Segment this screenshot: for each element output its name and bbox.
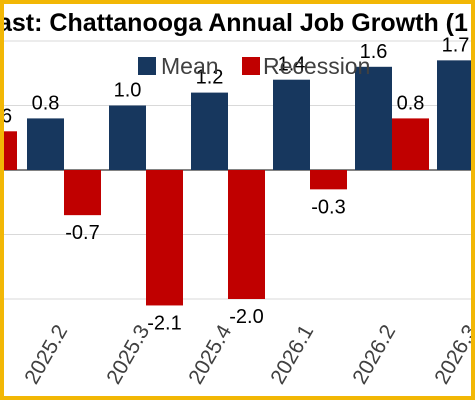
data-label-mean: 0.8 [32,92,60,114]
data-label-mean: 1.4 [278,54,306,76]
bar-recession [310,170,347,190]
data-label-mean: 1.2 [196,67,224,89]
legend-label-mean: Mean [161,53,219,79]
category-tick-label: 2026.3 [430,321,475,388]
data-labels: 6 0.8 -0.7 1.0 -2.1 1.2 -2.0 1.4 -0.3 1.6 0.8 1.7 [1,34,470,334]
data-label-recession: -2.0 [229,306,263,328]
bar-recession-partial [4,131,17,170]
bars [4,60,471,306]
category-tick-label: 2025.4 [184,321,236,388]
legend-swatch-recession [242,57,260,75]
data-label-mean: 1.6 [360,41,388,63]
category-tick-label: 2026.1 [266,321,318,388]
bar-mean [191,92,228,170]
data-label-recession: -0.7 [65,222,99,244]
data-label-recession-partial: 6 [1,105,12,127]
bar-recession [146,170,183,306]
bar-recession [392,118,429,170]
bar-mean [355,66,392,170]
category-tick-label: 2025.2 [20,321,72,388]
bar-mean [273,79,310,170]
bar-recession [64,170,101,216]
bar-mean [437,60,471,170]
bar-mean [27,118,64,170]
legend-label-recession: Recession [263,53,370,79]
bar-recession [228,170,265,299]
data-label-recession: 0.8 [397,92,425,114]
chart-title: ast: Chattanooga Annual Job Growth (1 [0,9,468,37]
data-label-recession: -0.3 [311,196,345,218]
category-axis: 2025.2 2025.3 2025.4 2026.1 2026.2 2026.3 [20,321,475,388]
legend: Mean Recession [138,53,370,79]
category-tick-label: 2025.3 [102,321,154,388]
data-label-recession: -2.1 [147,312,181,334]
data-label-mean: 1.0 [114,80,142,102]
bar-mean [109,105,146,170]
legend-swatch-mean [138,57,156,75]
category-tick-label: 2026.2 [348,321,400,388]
data-label-mean: 1.7 [442,34,470,56]
